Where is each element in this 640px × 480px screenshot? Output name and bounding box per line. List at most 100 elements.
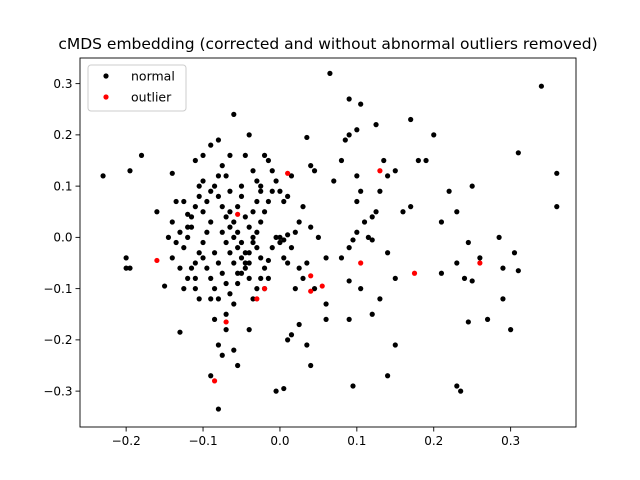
point-normal-20 (215, 137, 222, 143)
point-normal-88 (438, 270, 445, 276)
point-normal-8 (169, 170, 175, 176)
point-normal-79 (477, 255, 483, 261)
point-normal-104 (346, 278, 352, 284)
point-normal-199 (227, 209, 233, 215)
point-normal-59 (346, 132, 352, 138)
point-normal-43 (215, 406, 222, 412)
point-normal-204 (246, 260, 252, 266)
point-normal-180 (246, 224, 252, 230)
point-normal-145 (219, 204, 225, 210)
point-normal-208 (219, 229, 225, 235)
point-normal-224 (169, 255, 175, 261)
point-normal-77 (469, 183, 475, 189)
point-normal-74 (438, 219, 445, 225)
legend-marker-outlier (103, 94, 109, 100)
point-normal-192 (185, 224, 191, 230)
point-normal-87 (538, 83, 545, 89)
point-normal-75 (446, 188, 452, 194)
point-normal-90 (461, 275, 468, 281)
point-normal-95 (508, 327, 514, 333)
point-normal-177 (235, 204, 241, 210)
point-normal-5 (127, 265, 133, 271)
point-normal-158 (169, 219, 175, 225)
point-normal-40 (285, 193, 291, 199)
point-normal-97 (458, 388, 464, 394)
point-normal-151 (196, 250, 202, 256)
x-tick-label-2: 0.0 (270, 434, 289, 448)
point-normal-80 (500, 265, 506, 271)
point-normal-191 (188, 214, 195, 220)
point-normal-215 (223, 173, 229, 179)
point-normal-128 (285, 260, 291, 266)
point-normal-36 (265, 157, 271, 164)
point-normal-6 (154, 209, 160, 215)
point-normal-67 (415, 157, 421, 164)
point-normal-200 (231, 219, 237, 225)
point-normal-187 (204, 198, 210, 205)
point-normal-148 (208, 219, 214, 225)
point-normal-139 (242, 265, 248, 271)
point-normal-51 (304, 134, 310, 141)
point-normal-3 (123, 255, 129, 261)
legend-label-normal: normal (131, 69, 175, 84)
point-normal-134 (261, 265, 268, 271)
point-normal-129 (281, 255, 287, 261)
point-normal-47 (288, 332, 295, 338)
point-normal-160 (211, 250, 218, 256)
point-normal-194 (204, 265, 210, 271)
point-normal-188 (208, 188, 214, 194)
point-normal-198 (223, 311, 229, 317)
point-normal-220 (277, 234, 283, 240)
point-normal-0 (100, 173, 106, 179)
point-normal-197 (215, 296, 222, 302)
point-normal-174 (265, 198, 271, 205)
point-normal-141 (235, 245, 241, 251)
point-normal-56 (358, 101, 364, 107)
point-normal-130 (277, 239, 283, 246)
point-normal-183 (258, 255, 264, 261)
point-normal-71 (377, 188, 383, 194)
point-outlier-11 (377, 168, 383, 174)
point-normal-23 (223, 327, 229, 333)
chart-title: cMDS embedding (corrected and without ab… (58, 35, 597, 53)
point-normal-110 (365, 234, 371, 240)
point-normal-132 (269, 245, 275, 251)
point-normal-62 (381, 157, 387, 164)
point-normal-54 (327, 70, 333, 76)
point-normal-111 (369, 237, 375, 243)
point-normal-44 (273, 388, 279, 394)
point-outlier-0 (154, 257, 160, 264)
point-normal-195 (208, 275, 214, 281)
point-normal-108 (354, 229, 360, 235)
point-normal-16 (200, 152, 206, 158)
point-normal-83 (515, 268, 521, 274)
point-normal-161 (215, 260, 222, 266)
point-outlier-6 (285, 170, 291, 176)
x-tick-label-0: −0.2 (112, 434, 141, 448)
point-normal-125 (296, 219, 302, 225)
point-normal-63 (385, 173, 391, 179)
point-normal-12 (185, 211, 191, 217)
point-normal-116 (385, 250, 391, 256)
point-normal-193 (200, 255, 206, 261)
point-normal-39 (281, 198, 287, 205)
point-normal-225 (192, 286, 198, 292)
point-normal-11 (181, 286, 187, 292)
point-outlier-9 (319, 283, 325, 289)
x-tick-label-4: 0.2 (424, 434, 443, 448)
point-normal-153 (188, 224, 195, 230)
point-normal-167 (238, 270, 245, 276)
point-normal-53 (311, 168, 318, 174)
point-normal-14 (192, 275, 198, 281)
point-normal-179 (242, 214, 248, 220)
x-tick-label-1: −0.1 (188, 434, 217, 448)
point-normal-142 (231, 234, 237, 240)
point-normal-210 (227, 250, 233, 256)
point-normal-37 (269, 168, 275, 174)
point-normal-147 (211, 183, 218, 189)
axes-frame (79, 57, 577, 428)
point-normal-109 (361, 219, 368, 225)
plot-area: −0.2 −0.1 0.0 0.1 0.2 0.3 −0.3 −0.2 −0.1 0.0 0.1 0.… (43, 57, 577, 448)
point-normal-31 (246, 327, 252, 333)
point-normal-164 (227, 291, 233, 297)
